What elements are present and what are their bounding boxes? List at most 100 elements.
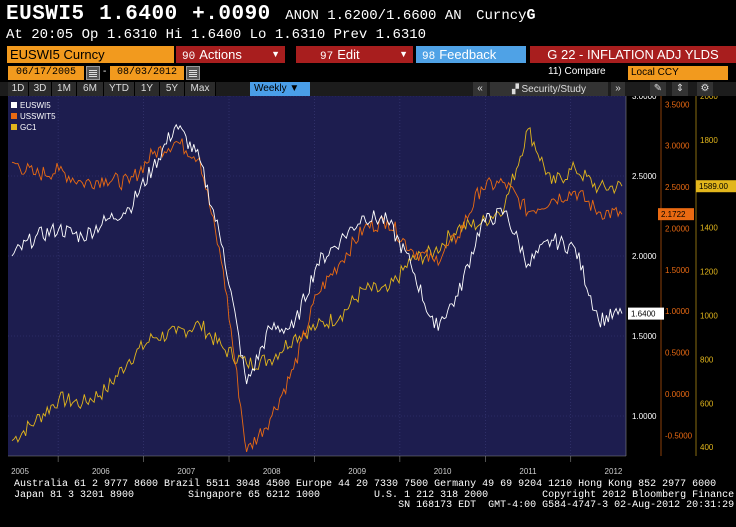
period-bar: 1D 3D 1M 6M YTD 1Y 5Y Max Weekly ▼ « ▞ S… [0, 82, 736, 96]
toolbar: EUSWI5 Curncy 90 Actions ▼ 97 Edit ▼ 98 Fee… [0, 46, 736, 64]
x-tick-label: 2009 [348, 467, 366, 476]
net-change: +.0090 [192, 3, 271, 26]
last-value-tag-eusw: 1.6400 [631, 310, 656, 319]
period-3d[interactable]: 3D [29, 82, 52, 96]
footer-line-2: Japan 81 3 3201 8900 Singapore 65 6212 1… [14, 489, 736, 501]
period-1d[interactable]: 1D [8, 82, 29, 96]
left-axis-tick: 1.0000 [632, 412, 657, 421]
x-tick-label: 2011 [519, 467, 537, 476]
right1-axis-tick: -0.5000 [665, 431, 693, 440]
end-date-field[interactable]: 08/03/2012 [110, 66, 184, 80]
calendar-icon[interactable] [86, 66, 100, 80]
pencil-icon[interactable]: ✎ [650, 82, 666, 96]
period-5y[interactable]: 5Y [160, 82, 185, 96]
footer-line-3: SN 168173 EDT GMT-4:00 G584-4747-3 02-Au… [14, 500, 735, 511]
series-line-gc1 [11, 127, 623, 444]
last-price: 1.6400 [99, 3, 178, 26]
x-tick-label: 2007 [177, 467, 195, 476]
edit-button[interactable]: 97 Edit ▼ [296, 46, 413, 63]
legend-label: USSWIT5 [20, 112, 56, 121]
last-value-tag-ussw-bg [658, 208, 694, 221]
left-axis-tick: 2.0000 [632, 252, 657, 261]
date-separator: - [103, 66, 107, 77]
right2-axis-tick: 1800 [700, 136, 718, 145]
right2-axis-tick: 800 [700, 355, 714, 364]
right1-axis-tick: 0.5000 [665, 349, 690, 358]
series-line-usswit5 [11, 138, 623, 453]
legend-label: EUSWI5 [20, 101, 51, 110]
ticker: EUSWI5 [6, 3, 85, 26]
legend-swatch [11, 113, 17, 119]
edit-number: 97 [320, 51, 334, 63]
edit-label: Edit [337, 47, 360, 62]
right2-axis-tick: 600 [700, 399, 714, 408]
left-axis-tick: 1.5000 [632, 332, 657, 341]
feedback-number: 98 [422, 51, 436, 63]
compare-menu[interactable]: 11) Compare [548, 66, 606, 77]
x-tick-label: 2006 [92, 467, 110, 476]
plot-background [8, 96, 626, 456]
series-line-euswi5 [11, 123, 623, 385]
asset-class: Curncy [476, 8, 527, 24]
chevron-down-icon: ▼ [399, 49, 408, 59]
right1-axis-tick: 3.5000 [665, 100, 690, 109]
actions-label: Actions [199, 47, 242, 62]
chart-title: G 22 - INFLATION ADJ YLDS [530, 46, 736, 63]
legend-swatch [11, 102, 17, 108]
right2-axis-tick: 2000 [700, 96, 718, 101]
period-1y[interactable]: 1Y [135, 82, 160, 96]
price-summary: At 20:05 Op 1.6310 Hi 1.6400 Lo 1.6310 P… [6, 27, 427, 43]
actions-button[interactable]: 90 Actions ▼ [176, 46, 285, 63]
x-tick-label: 2005 [11, 467, 29, 476]
right1-axis-tick: 2.0000 [665, 224, 690, 233]
security-header: EUSWI5 1.6400 +.0090 ANON 1.6200/1.6600 … [6, 3, 536, 27]
last-value-tag-ussw: 2.1722 [661, 210, 686, 219]
graph-suffix: G [526, 7, 536, 24]
right2-axis-tick: 1000 [700, 312, 718, 321]
legend-swatch [11, 124, 17, 130]
footer-line-1: Australia 61 2 9777 8600 Brazil 5511 304… [14, 479, 717, 490]
zoom-icon[interactable]: ⇕ [672, 82, 688, 96]
last-value-tag-gc1: 1589.00 [699, 182, 728, 191]
x-tick-label: 2010 [434, 467, 452, 476]
actions-number: 90 [182, 51, 196, 63]
security-study-button[interactable]: ▞ Security/Study [490, 82, 608, 96]
back-icon[interactable]: « [473, 82, 487, 96]
gear-icon[interactable]: ⚙ [697, 82, 713, 96]
chart-area[interactable]: 2005 2006 2007 2008 2009 2010 2011 2012 1.0000 1.… [0, 92, 736, 479]
period-6m[interactable]: 6M [77, 82, 104, 96]
x-tick-label: 2012 [605, 467, 623, 476]
feedback-button[interactable]: 98 Feedback [416, 46, 526, 63]
legend-label: GC1 [20, 123, 37, 132]
period-1m[interactable]: 1M [52, 82, 77, 96]
last-value-tag-eusw-bg [628, 307, 664, 320]
calendar-icon[interactable] [186, 66, 200, 80]
left-axis-tick: 2.5000 [632, 172, 657, 181]
bid-ask-quote: ANON 1.6200/1.6600 AN [285, 8, 462, 24]
right2-axis-tick: 1200 [700, 268, 718, 277]
right1-axis-tick: 0.0000 [665, 390, 690, 399]
chart-icon: ▞ [512, 84, 522, 94]
currency-select[interactable]: Local CCY [628, 66, 728, 80]
price-chart[interactable]: 2005 2006 2007 2008 2009 2010 2011 2012 1.0000 1.… [0, 92, 736, 479]
last-value-tag-gc1-bg [696, 180, 736, 193]
chevron-down-icon: ▼ [271, 49, 280, 59]
start-date-field[interactable]: 06/17/2005 [8, 66, 84, 80]
period-max[interactable]: Max [185, 82, 216, 96]
right1-axis-tick: 1.0000 [665, 307, 690, 316]
x-tick-label: 2008 [263, 467, 281, 476]
period-ytd[interactable]: YTD [104, 82, 135, 96]
feedback-label: Feedback [439, 47, 497, 62]
date-range-bar: 06/17/2005 - 08/03/2012 11) Compare Loca… [0, 65, 736, 81]
frequency-select[interactable]: Weekly ▼ [250, 82, 310, 96]
right1-axis-tick: 1.5000 [665, 266, 690, 275]
right1-axis-tick: 3.0000 [665, 142, 690, 151]
right1-axis-tick: 2.5000 [665, 183, 690, 192]
left-axis-tick: 3.0000 [632, 96, 657, 101]
right2-axis-tick: 400 [700, 443, 714, 452]
forward-icon[interactable]: » [611, 82, 625, 96]
footer: Australia 61 2 9777 8600 Brazil 5511 304… [14, 479, 736, 512]
security-field[interactable]: EUSWI5 Curncy [7, 46, 174, 63]
security-study-label: Security/Study [521, 84, 586, 95]
right2-axis-tick: 1400 [700, 224, 718, 233]
